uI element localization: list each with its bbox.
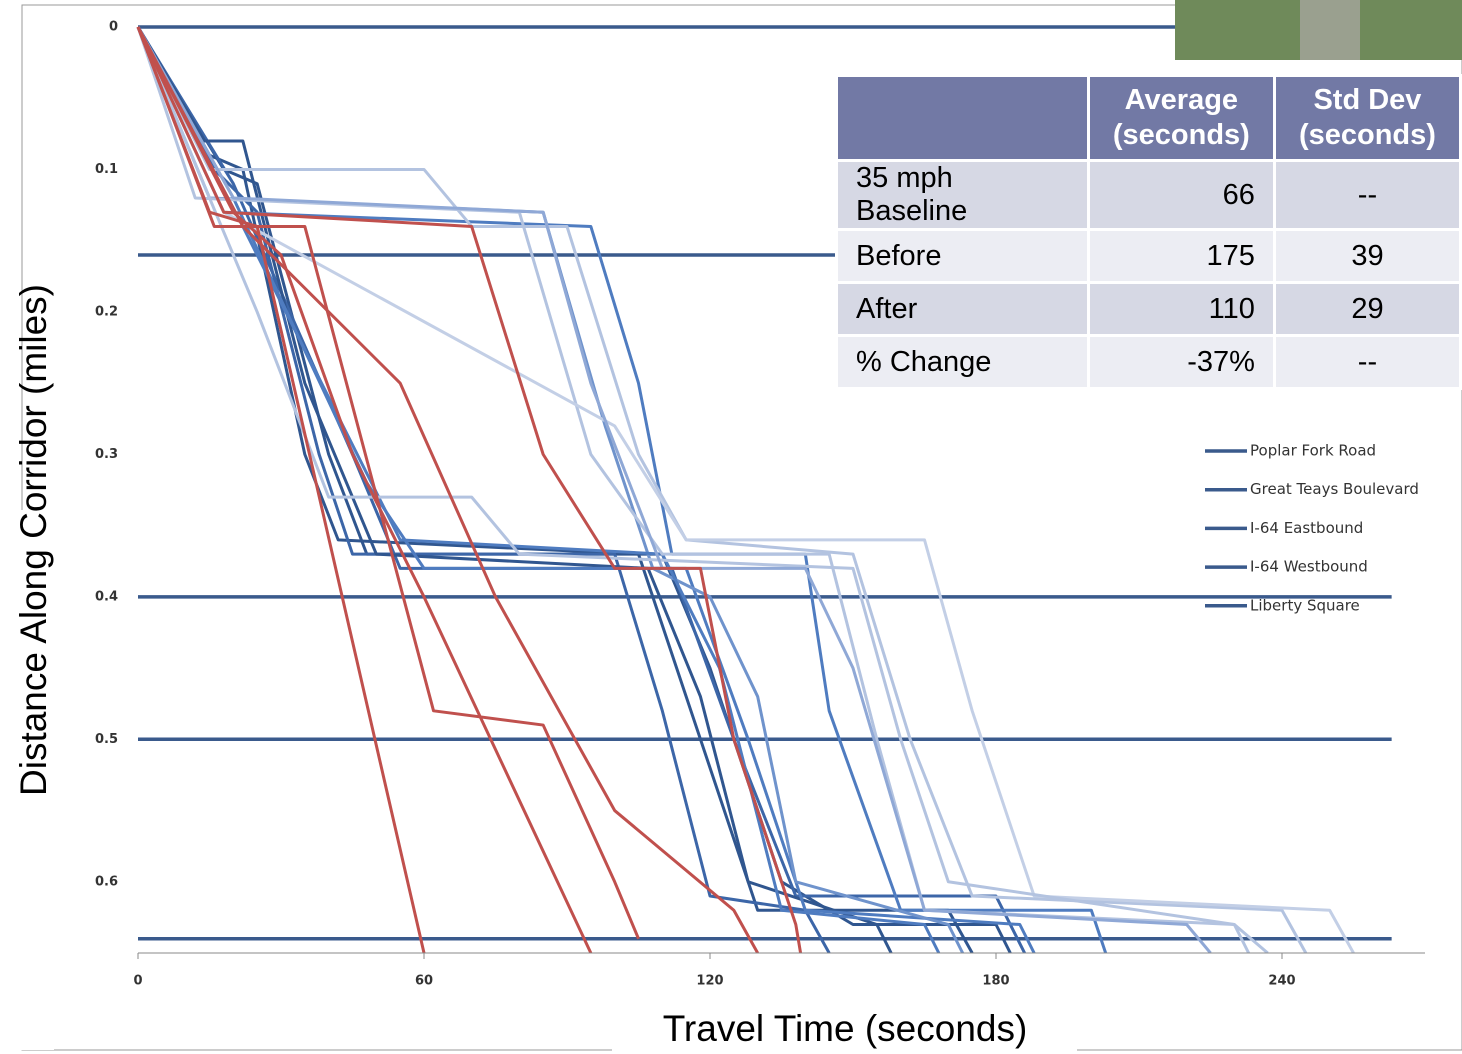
y-tick-label: 0.4 bbox=[95, 589, 118, 604]
trajectory bbox=[138, 27, 939, 953]
x-tick-label: 240 bbox=[1268, 974, 1295, 989]
y-tick-label: 0.1 bbox=[95, 162, 118, 177]
y-tick-label: 0.6 bbox=[95, 874, 118, 889]
table-header: Average (seconds) Std Dev (seconds) bbox=[837, 76, 1461, 161]
row-label: % Change bbox=[837, 336, 1089, 389]
table-row: % Change-37%-- bbox=[837, 336, 1461, 389]
legend-label: Poplar Fork Road bbox=[1250, 442, 1376, 460]
map-thumbnail-detail bbox=[1300, 0, 1360, 60]
header-cell: Std Dev (seconds) bbox=[1274, 76, 1460, 161]
row-label: Before bbox=[837, 230, 1089, 283]
value-cell: 29 bbox=[1274, 283, 1460, 336]
y-tick-label: 0.5 bbox=[95, 732, 118, 747]
x-tick-label: 60 bbox=[415, 974, 433, 989]
y-tick-label: 0.2 bbox=[95, 304, 118, 319]
value-cell: 175 bbox=[1088, 230, 1274, 283]
trajectory bbox=[138, 27, 591, 953]
trajectory bbox=[138, 27, 424, 953]
legend-label: I-64 Westbound bbox=[1250, 558, 1368, 576]
value-cell: 110 bbox=[1088, 283, 1274, 336]
value-cell: 66 bbox=[1088, 161, 1274, 230]
legend: Poplar Fork Road Great Teays Boulevard I-6… bbox=[1205, 442, 1419, 615]
page: 0 60 120 180 240 0 0.1 0.2 0.3 0.4 0.5 0.6 Distance… bbox=[0, 0, 1462, 1054]
legend-label: Liberty Square bbox=[1250, 596, 1360, 614]
legend-label: Great Teays Boulevard bbox=[1250, 480, 1419, 498]
value-cell: -37% bbox=[1088, 336, 1274, 389]
value-cell: -- bbox=[1274, 161, 1460, 230]
x-tick-label: 0 bbox=[133, 974, 142, 989]
value-cell: -- bbox=[1274, 336, 1460, 389]
legend-label: I-64 Eastbound bbox=[1250, 519, 1363, 537]
row-label: After bbox=[837, 283, 1089, 336]
x-axis-title: Travel Time (seconds) bbox=[663, 1008, 1028, 1049]
value-cell: 39 bbox=[1274, 230, 1460, 283]
row-label: 35 mph Baseline bbox=[837, 161, 1089, 230]
y-tick-label: 0 bbox=[109, 20, 118, 35]
trajectory bbox=[138, 27, 891, 953]
y-axis-title: Distance Along Corridor (miles) bbox=[13, 284, 54, 796]
header-cell bbox=[837, 76, 1089, 161]
x-tick-label: 180 bbox=[982, 974, 1009, 989]
header-cell: Average (seconds) bbox=[1088, 76, 1274, 161]
y-tick-label: 0.3 bbox=[95, 447, 118, 462]
summary-table: Average (seconds) Std Dev (seconds) 35 m… bbox=[835, 74, 1462, 390]
x-tick-label: 120 bbox=[696, 974, 723, 989]
